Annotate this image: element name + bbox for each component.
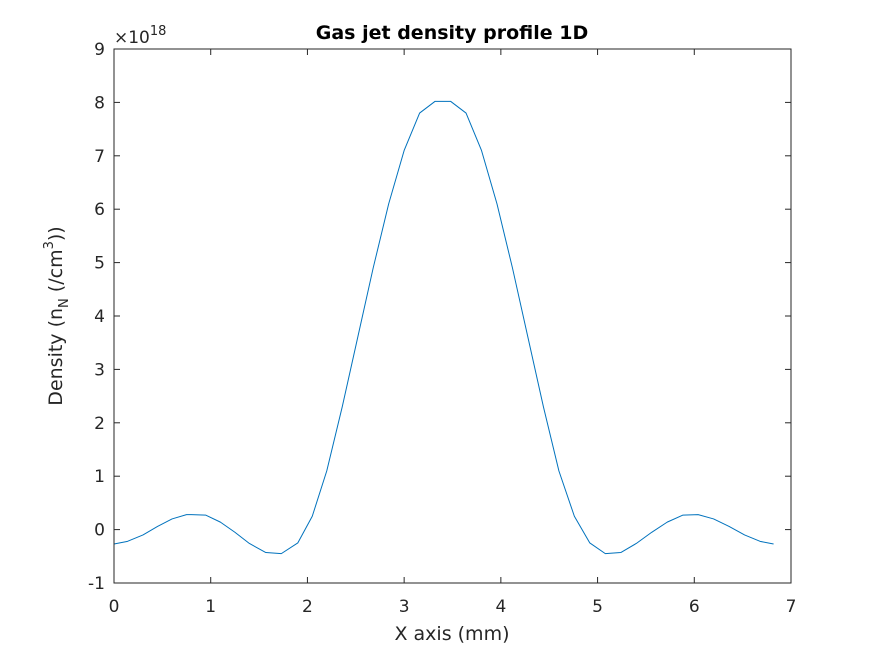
- x-tick-label: 4: [495, 597, 506, 617]
- y-tick-label: 1: [94, 467, 105, 487]
- plot-area: [114, 49, 791, 583]
- x-tick-label: 3: [399, 597, 410, 617]
- y-axis-exponent: ×1018: [114, 24, 166, 48]
- y-tick-label: -1: [88, 574, 105, 594]
- y-tick-label: 7: [94, 147, 105, 167]
- y-tick-label: 8: [94, 93, 105, 113]
- y-axis-exponent-power: 18: [150, 24, 167, 39]
- y-axis-label-superscript: 3: [42, 241, 57, 249]
- y-tick-label: 6: [94, 200, 105, 220]
- x-tick-label: 7: [786, 597, 797, 617]
- y-tick-label: 3: [94, 360, 105, 380]
- x-tick-label: 1: [205, 597, 216, 617]
- y-tick-label: 4: [94, 307, 105, 327]
- y-tick-label: 2: [94, 414, 105, 434]
- x-tick-label: 2: [302, 597, 313, 617]
- series-layer: [113, 100, 774, 555]
- y-tick-label: 0: [94, 521, 105, 541]
- y-tick-label: 5: [94, 254, 105, 274]
- y-axis-label-middle: (/cm: [45, 249, 67, 298]
- x-tick-label: 6: [689, 597, 700, 617]
- y-axis-label: Density (nN (/cm3)): [42, 226, 72, 405]
- axes-box: [113, 48, 792, 584]
- y-axis-label-suffix: )): [45, 226, 67, 241]
- chart-title: Gas jet density profile 1D: [316, 22, 588, 44]
- series-line: [113, 100, 774, 555]
- y-axis-label-prefix: Density (n: [45, 308, 67, 406]
- x-tick-label: 0: [109, 597, 120, 617]
- x-tick-label: 5: [592, 597, 603, 617]
- y-tick-label: 9: [94, 40, 105, 60]
- y-axis-label-subscript: N: [57, 298, 72, 308]
- x-axis-label: X axis (mm): [394, 623, 509, 645]
- y-axis-exponent-base: ×10: [114, 28, 150, 48]
